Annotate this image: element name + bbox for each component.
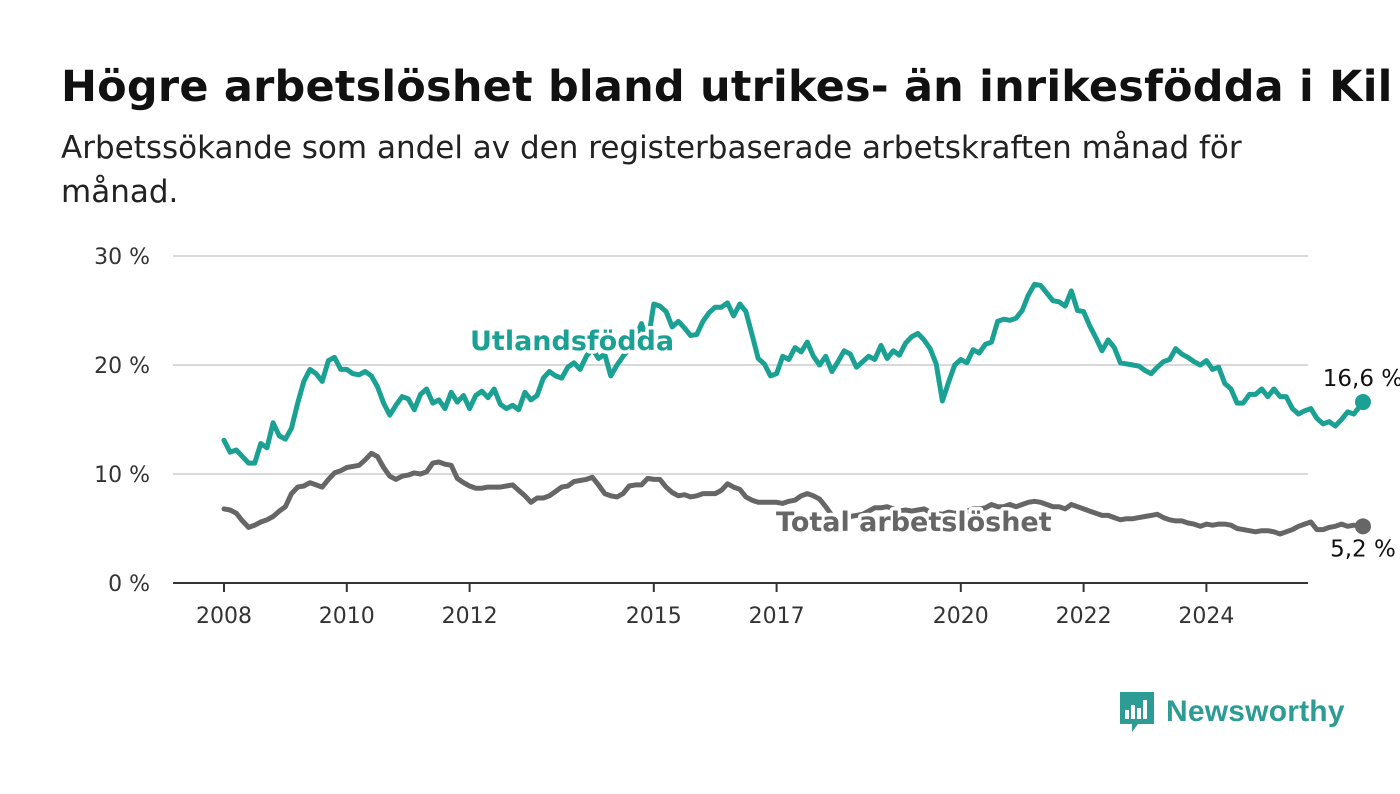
- series-line-1: [221, 450, 1366, 537]
- x-tick-label: 2020: [933, 604, 989, 629]
- grid-lines: [173, 255, 1308, 475]
- series-name-label: Total arbetslöshet: [776, 507, 1052, 538]
- x-axis-ticks: 2008 2010 2012 2015 2017 2020 2022 2024: [173, 582, 1308, 629]
- y-tick-label: 10 %: [94, 463, 150, 488]
- x-tick-label: 2017: [749, 604, 805, 629]
- x-tick-label: 2012: [442, 604, 498, 629]
- y-tick-label: 30 %: [94, 245, 150, 270]
- brand-logo: Newsworthy: [1118, 690, 1345, 734]
- y-axis-ticks: 0 % 10 % 20 % 30 %: [94, 245, 150, 597]
- series-line-0: [221, 281, 1366, 466]
- x-tick-label: 2024: [1178, 604, 1234, 629]
- brand-name: Newsworthy: [1166, 695, 1345, 728]
- series-name-label: Utlandsfödda: [470, 326, 674, 357]
- series-end-marker: [1354, 518, 1371, 535]
- series-end-label: 5,2 %: [1330, 536, 1396, 562]
- bar-chart-speech-icon: [1120, 692, 1154, 732]
- chart-title: Högre arbetslöshet bland utrikes- än inr…: [61, 62, 1393, 112]
- x-tick-label: 2015: [626, 604, 682, 629]
- series-labels: 16,6 % 5,2 % Utlandsfödda Total arbetslöshe…: [467, 323, 1400, 563]
- x-tick-label: 2022: [1056, 604, 1112, 629]
- series-end-marker: [1354, 394, 1371, 411]
- y-tick-label: 0 %: [108, 572, 150, 597]
- series-lines: [221, 281, 1371, 537]
- x-tick-label: 2008: [196, 604, 252, 629]
- series-end-label: 16,6 %: [1323, 366, 1400, 392]
- chart-subtitle: Arbetssökande som andel av den registerb…: [61, 130, 1242, 210]
- y-tick-label: 20 %: [94, 354, 150, 379]
- x-tick-label: 2010: [319, 604, 375, 629]
